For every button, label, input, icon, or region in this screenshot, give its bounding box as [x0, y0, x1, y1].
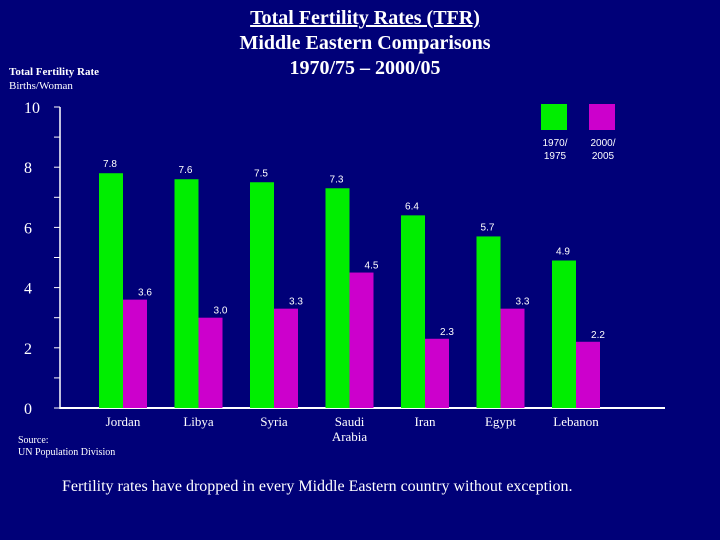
- title-line-1: Total Fertility Rates (TFR): [250, 7, 480, 29]
- value-label-2000: 2.3: [440, 327, 454, 338]
- bar-2000-saudi-arabia: [349, 272, 374, 408]
- bar-1970-egypt: [476, 236, 501, 408]
- bar-1970-libya: [174, 179, 199, 408]
- bar-2000-iran: [425, 338, 449, 408]
- y-axis-unit: Births/Woman: [9, 80, 73, 92]
- bar-2000-jordan: [123, 299, 147, 408]
- y-tick-label: 0: [24, 401, 32, 418]
- bar-2000-lebanon: [576, 341, 600, 408]
- value-label-1970: 7.8: [103, 159, 117, 170]
- value-label-2000: 2.2: [591, 330, 605, 341]
- y-axis-label: Total Fertility Rate: [9, 66, 100, 78]
- title-line-2: Middle Eastern Comparisons: [239, 32, 491, 54]
- value-label-2000: 4.5: [365, 261, 379, 272]
- bar-2000-syria: [274, 308, 298, 408]
- chart-title: Total Fertility Rates (TFR) Middle Easte…: [160, 6, 570, 81]
- bar-1970-saudi-arabia: [325, 188, 350, 408]
- title-line-3: 1970/75 – 2000/05: [289, 57, 441, 79]
- category-label: Iran: [415, 414, 436, 429]
- y-tick-label: 4: [24, 281, 32, 298]
- category-label: Libya: [183, 414, 214, 429]
- bar-1970-jordan: [99, 173, 123, 408]
- legend-swatch-1970: [541, 104, 567, 130]
- value-label-2000: 3.3: [289, 297, 303, 308]
- bar-1970-syria: [250, 182, 274, 408]
- bar-2000-libya: [198, 317, 223, 408]
- value-label-1970: 7.6: [179, 165, 193, 176]
- value-label-1970: 6.4: [405, 201, 419, 212]
- y-tick-label: 10: [24, 100, 40, 117]
- category-label: Egypt: [485, 414, 516, 429]
- legend-label: 2005: [592, 151, 615, 162]
- category-label: Lebanon: [553, 414, 599, 429]
- value-label-1970: 7.5: [254, 168, 268, 179]
- value-label-1970: 4.9: [556, 247, 570, 258]
- y-tick-label: 6: [24, 220, 32, 237]
- value-label-2000: 3.6: [138, 288, 152, 299]
- bar-2000-egypt: [500, 308, 525, 408]
- category-label: Arabia: [332, 429, 368, 444]
- legend-label: 1970/: [542, 138, 567, 149]
- y-tick-label: 8: [24, 160, 32, 177]
- legend-label: 2000/: [590, 138, 615, 149]
- category-label: Syria: [260, 414, 288, 429]
- value-label-2000: 3.0: [214, 306, 228, 317]
- bar-1970-iran: [401, 215, 425, 408]
- category-label: Jordan: [106, 414, 141, 429]
- legend-label: 1975: [544, 151, 567, 162]
- legend-swatch-2000: [589, 104, 615, 130]
- value-label-1970: 5.7: [481, 222, 495, 233]
- source-label: Source:: [18, 435, 49, 446]
- caption: Fertility rates have dropped in every Mi…: [62, 478, 573, 495]
- value-label-2000: 3.3: [516, 297, 530, 308]
- source-value: UN Population Division: [18, 447, 116, 458]
- bar-1970-lebanon: [552, 260, 576, 408]
- value-label-1970: 7.3: [330, 174, 344, 185]
- category-label: Saudi: [335, 414, 365, 429]
- y-tick-label: 2: [24, 341, 32, 358]
